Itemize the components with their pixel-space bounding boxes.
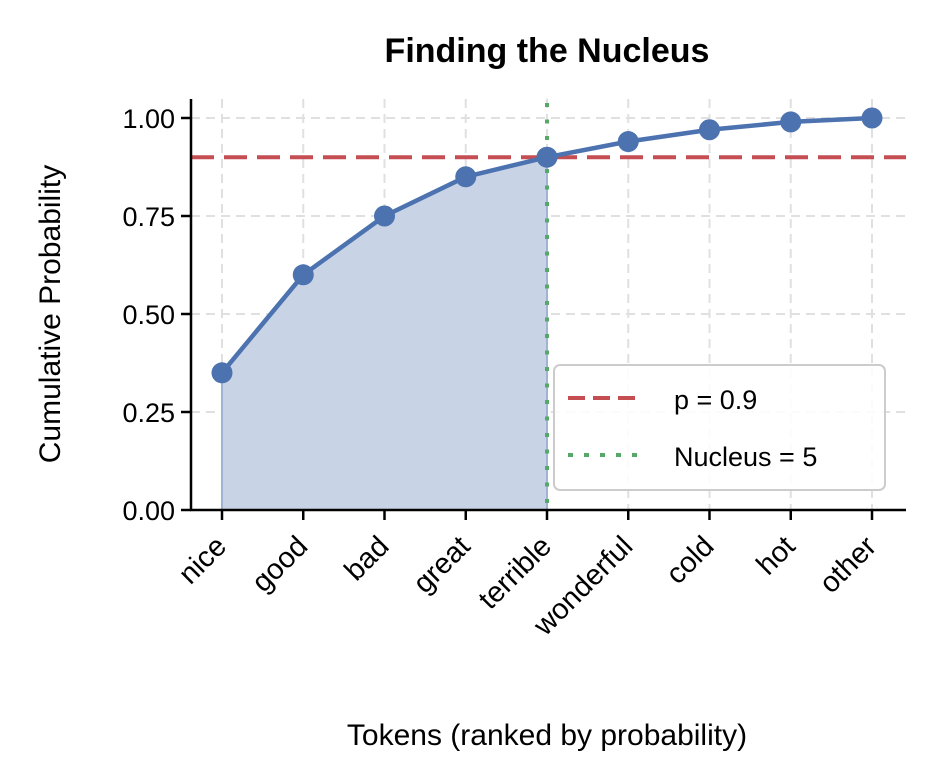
legend-label-threshold: p = 0.9	[674, 385, 757, 415]
svg-text:0.00: 0.00	[122, 496, 175, 526]
svg-text:nice: nice	[173, 530, 233, 590]
svg-text:0.75: 0.75	[122, 202, 175, 232]
svg-text:good: good	[246, 530, 314, 598]
legend-label-nucleus: Nucleus = 5	[674, 442, 817, 472]
svg-text:great: great	[407, 530, 476, 599]
svg-text:0.25: 0.25	[122, 398, 175, 428]
x-axis-label: Tokens (ranked by probability)	[347, 719, 747, 752]
y-axis-label: Cumulative Probability	[34, 165, 67, 463]
chart-title: Finding the Nucleus	[385, 32, 710, 70]
svg-text:hot: hot	[751, 530, 802, 581]
axes	[181, 99, 906, 520]
svg-text:other: other	[814, 530, 884, 600]
data-markers	[211, 107, 883, 384]
svg-text:1.00: 1.00	[122, 104, 175, 134]
legend: p = 0.9 Nucleus = 5	[553, 364, 886, 491]
svg-text:bad: bad	[339, 530, 396, 587]
svg-text:0.50: 0.50	[122, 300, 175, 330]
y-tick-labels: 0.00 0.25 0.50 0.75 1.00	[122, 104, 175, 526]
svg-text:cold: cold	[660, 530, 720, 590]
